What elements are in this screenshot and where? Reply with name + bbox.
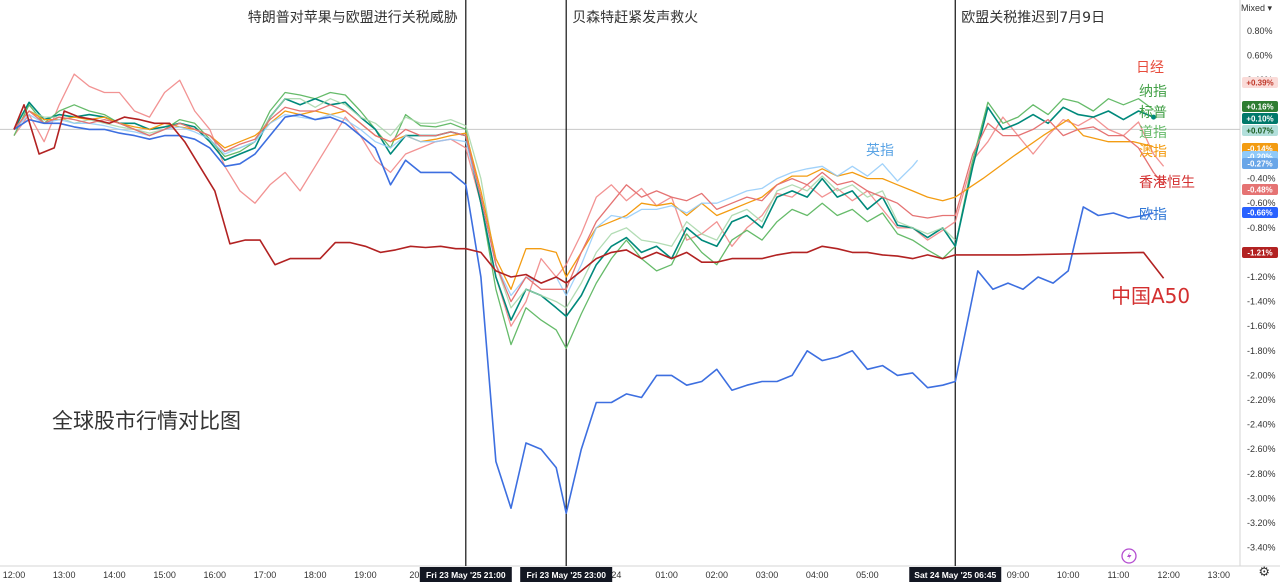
x-tick-label: 13:00 bbox=[53, 570, 76, 580]
y-tick-label: -2.20% bbox=[1247, 395, 1276, 405]
price-badge-5-text: -0.20% bbox=[1247, 153, 1272, 162]
price-badge-1: +0.16% bbox=[1242, 101, 1278, 112]
series-label-3: 道指 bbox=[1139, 125, 1167, 141]
y-tick-label: -2.80% bbox=[1247, 469, 1276, 479]
series-line-6 bbox=[13, 104, 1165, 303]
x-tick-label: 03:00 bbox=[756, 570, 779, 580]
event-annotation: 欧盟关税推迟到7月9日 bbox=[961, 10, 1105, 26]
scale-mode-button[interactable]: Mixed ▾ bbox=[1240, 3, 1272, 13]
x-tick-label: 01:00 bbox=[655, 570, 678, 580]
series-label-8: 中国A50 bbox=[1111, 284, 1190, 308]
price-badge-extra-bg bbox=[1242, 158, 1278, 169]
time-badge-0 bbox=[419, 567, 512, 582]
time-badge-text-2: Sat 24 May '25 06:45 bbox=[914, 570, 996, 580]
time-badge-text-1: Fri 23 May '25 23:00 bbox=[526, 570, 606, 580]
series-label-4: 澳指 bbox=[1139, 144, 1167, 160]
price-badge-6-text: -0.48% bbox=[1247, 186, 1272, 195]
event-annotation: 特朗普对苹果与欧盟进行关税威胁 bbox=[248, 10, 458, 26]
series-label-5: 英指 bbox=[866, 142, 894, 159]
x-tick-label: 10:00 bbox=[1057, 570, 1080, 580]
price-badge-extra: -0.27% bbox=[1242, 158, 1278, 169]
price-badge-3: +0.07% bbox=[1242, 125, 1278, 136]
chart-title: 全球股市行情对比图 bbox=[52, 409, 241, 433]
price-badge-3-bg bbox=[1242, 125, 1278, 136]
price-badge-6-bg bbox=[1242, 184, 1278, 195]
series-label-1: 纳指 bbox=[1139, 84, 1167, 100]
price-badge-2-bg bbox=[1242, 113, 1278, 124]
series-label-7: 欧指 bbox=[1139, 207, 1167, 223]
y-tick-label: -2.00% bbox=[1247, 370, 1276, 380]
y-tick-label: -0.60% bbox=[1247, 198, 1276, 208]
price-badge-7-text: -0.66% bbox=[1247, 209, 1272, 218]
y-tick-label: -3.20% bbox=[1247, 518, 1276, 528]
series-line-7 bbox=[13, 113, 1154, 515]
y-tick-label: 0.60% bbox=[1247, 51, 1273, 61]
y-tick-label: 0.80% bbox=[1247, 26, 1273, 36]
y-tick-label: -0.40% bbox=[1247, 174, 1276, 184]
price-badge-extra-text: -0.27% bbox=[1247, 160, 1272, 169]
series-line-8 bbox=[13, 104, 1165, 284]
x-tick-label: 19:00 bbox=[354, 570, 377, 580]
y-tick-label: -3.00% bbox=[1247, 493, 1276, 503]
y-tick-label: -2.60% bbox=[1247, 444, 1276, 454]
price-badge-0-text: +0.39% bbox=[1246, 79, 1273, 88]
price-badge-4-text: -0.14% bbox=[1247, 145, 1272, 154]
y-tick-label: -2.40% bbox=[1247, 420, 1276, 430]
time-badge-text-0: Fri 23 May '25 21:00 bbox=[426, 570, 506, 580]
y-tick-label: -1.20% bbox=[1247, 272, 1276, 282]
series-label-6: 香港恒生 bbox=[1139, 175, 1195, 191]
y-tick-label: -1.40% bbox=[1247, 297, 1276, 307]
x-tick-label: 18:00 bbox=[304, 570, 327, 580]
time-badge-1 bbox=[520, 567, 613, 582]
price-badge-0: +0.39% bbox=[1242, 77, 1278, 88]
price-badge-7: -0.66% bbox=[1242, 207, 1278, 218]
price-badge-7-bg bbox=[1242, 207, 1278, 218]
series-end-dot bbox=[1151, 114, 1157, 120]
series-line-2 bbox=[13, 97, 1154, 321]
x-tick-label: 12:00 bbox=[1157, 570, 1180, 580]
x-tick-label: 13:00 bbox=[1208, 570, 1231, 580]
x-tick-label: 17:00 bbox=[254, 570, 277, 580]
price-badge-2: +0.10% bbox=[1242, 113, 1278, 124]
x-tick-label: 20: bbox=[409, 570, 422, 580]
price-badge-0-bg bbox=[1242, 77, 1278, 88]
gear-icon[interactable]: ⚙ bbox=[1258, 564, 1270, 579]
x-tick-label: 09:00 bbox=[1007, 570, 1030, 580]
x-tick-label: 12:00 bbox=[3, 570, 26, 580]
x-tick-label: 16:00 bbox=[204, 570, 227, 580]
price-badge-1-text: +0.16% bbox=[1246, 103, 1273, 112]
lightning-icon[interactable] bbox=[1121, 548, 1137, 564]
x-tick-label: 11:00 bbox=[1107, 570, 1129, 580]
series-line-4 bbox=[13, 110, 1154, 290]
x-tick-label: 05:00 bbox=[856, 570, 879, 580]
x-tick-label: 14:00 bbox=[103, 570, 126, 580]
y-tick-label: -3.40% bbox=[1247, 543, 1276, 553]
x-tick-label: 04:00 bbox=[806, 570, 829, 580]
y-tick-label: -0.80% bbox=[1247, 223, 1276, 233]
price-badge-8-text: -1.21% bbox=[1247, 249, 1272, 258]
y-tick-label: -1.80% bbox=[1247, 346, 1276, 356]
time-badge-2 bbox=[909, 567, 1002, 582]
price-badge-6: -0.48% bbox=[1242, 184, 1278, 195]
price-badge-1-bg bbox=[1242, 101, 1278, 112]
x-tick-label: 15:00 bbox=[153, 570, 176, 580]
price-badge-8-bg bbox=[1242, 247, 1278, 258]
y-tick-label: -1.60% bbox=[1247, 321, 1276, 331]
event-annotation: 贝森特赶紧发声救火 bbox=[572, 10, 698, 26]
price-badge-8: -1.21% bbox=[1242, 247, 1278, 258]
series-label-0: 日经 bbox=[1136, 60, 1164, 76]
x-tick-label: 24 bbox=[611, 570, 621, 580]
series-line-3 bbox=[13, 98, 956, 309]
series-label-2: 标普 bbox=[1139, 105, 1167, 121]
x-tick-label: 02:00 bbox=[706, 570, 729, 580]
price-badge-2-text: +0.10% bbox=[1246, 115, 1273, 124]
price-badge-3-text: +0.07% bbox=[1246, 127, 1273, 136]
